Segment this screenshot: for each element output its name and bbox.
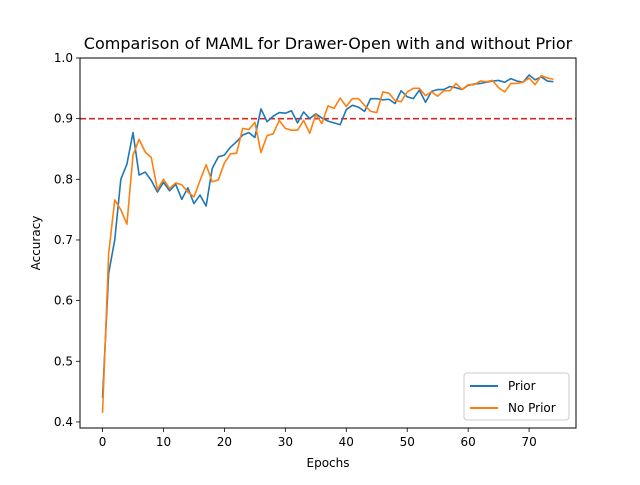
x-tick-label: 0 <box>99 435 107 449</box>
chart-title: Comparison of MAML for Drawer-Open with … <box>84 34 573 53</box>
series-line-no-prior <box>101 74 554 413</box>
y-tick-label: 0.9 <box>54 112 73 126</box>
x-tick-label: 20 <box>217 435 232 449</box>
y-tick-label: 0.5 <box>54 354 73 368</box>
x-tick-label: 60 <box>461 435 476 449</box>
legend-label-prior: Prior <box>508 379 536 393</box>
legend: Prior No Prior <box>463 372 570 421</box>
legend-label-no-prior: No Prior <box>508 401 556 415</box>
y-tick-label: 0.7 <box>54 233 73 247</box>
y-tick-label: 0.8 <box>54 172 73 186</box>
series-line-prior <box>101 74 554 398</box>
x-tick-label: 70 <box>521 435 536 449</box>
y-axis-label: Accuracy <box>29 216 43 271</box>
y-tick-label: 0.6 <box>54 294 73 308</box>
x-tick-label: 40 <box>339 435 354 449</box>
series-layer <box>101 74 554 413</box>
x-axis-label: Epochs <box>307 456 350 470</box>
plot-area-background <box>80 58 576 428</box>
x-tick-label: 50 <box>400 435 415 449</box>
plot-area-frame <box>79 57 577 429</box>
y-axis: 0.4 0.5 0.6 0.7 0.8 0.9 1.0 <box>54 51 80 429</box>
y-tick-label: 1.0 <box>54 51 73 65</box>
y-tick-label: 0.4 <box>54 415 73 429</box>
x-tick-label: 30 <box>278 435 293 449</box>
x-axis: 0 10 20 30 40 50 60 70 <box>99 428 537 449</box>
x-tick-label: 10 <box>156 435 171 449</box>
